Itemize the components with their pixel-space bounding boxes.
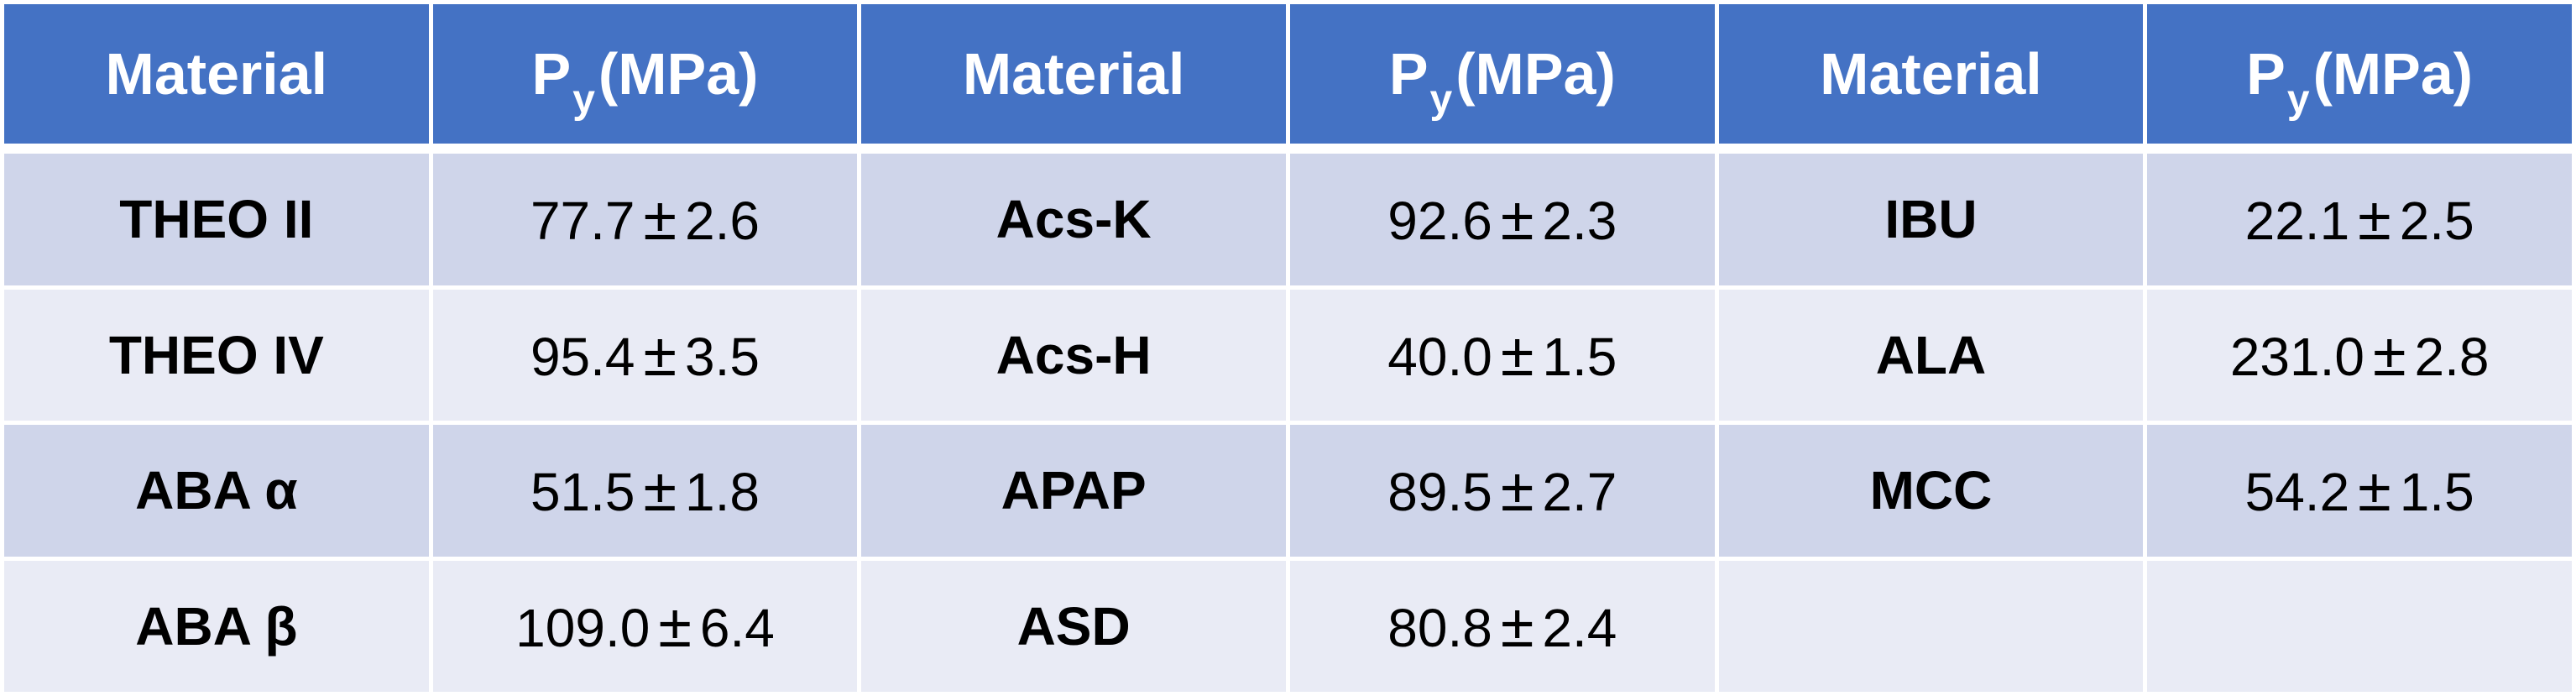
- py-error: 2.6: [685, 191, 760, 252]
- material-cell: Acs-H: [857, 285, 1290, 426]
- py-mean: 89.5: [1387, 462, 1492, 523]
- header-material-label: Material: [962, 41, 1185, 107]
- py-error: 2.7: [1542, 462, 1617, 523]
- py-error: 2.3: [1542, 191, 1617, 252]
- plus-minus-sign: ±: [2358, 457, 2391, 525]
- material-cell: Acs-K: [857, 146, 1290, 290]
- header-row: Material Py(MPa) Material Py(MPa) Materi…: [0, 0, 2576, 154]
- py-mean: 51.5: [530, 462, 635, 523]
- py-value-cell: 77.7 ±2.6: [428, 146, 862, 290]
- empty-material-cell: [1714, 556, 2148, 696]
- material-cell: ABA α: [0, 421, 433, 561]
- py-mean: 22.1: [2244, 191, 2350, 252]
- py-error: 2.4: [1542, 597, 1617, 658]
- plus-minus-sign: ±: [2358, 186, 2391, 254]
- table-row: ABA β 109.0 ±6.4 ASD 80.8 ±2.4: [0, 556, 2576, 696]
- py-error: 3.5: [685, 326, 760, 387]
- plus-minus-sign: ±: [2372, 321, 2406, 389]
- py-value-cell: 231.0 ±2.8: [2143, 285, 2576, 426]
- header-py-subscript: y: [572, 77, 595, 122]
- material-cell: ASD: [857, 556, 1290, 696]
- material-cell: ABA β: [0, 556, 433, 696]
- header-py-subscript: y: [1429, 77, 1453, 122]
- header-material-2: Material: [857, 0, 1290, 154]
- py-mean: 109.0: [515, 597, 651, 658]
- plus-minus-sign: ±: [1500, 321, 1534, 389]
- py-value-cell: 51.5 ±1.8: [428, 421, 862, 561]
- py-mean: 80.8: [1387, 597, 1492, 658]
- material-cell: THEO IV: [0, 285, 433, 426]
- header-py-unit: (MPa): [598, 41, 759, 107]
- py-value-cell: 22.1 ±2.5: [2143, 146, 2576, 290]
- header-material-3: Material: [1714, 0, 2148, 154]
- py-error: 1.5: [2399, 462, 2474, 523]
- header-material-1: Material: [0, 0, 433, 154]
- header-material-label: Material: [1820, 41, 2042, 107]
- table-row: THEO II 77.7 ±2.6 Acs-K 92.6 ±2.3 IBU 22.1…: [0, 146, 2576, 290]
- py-value-cell: 92.6 ±2.3: [1285, 146, 1719, 290]
- header-py-unit: (MPa): [1455, 41, 1616, 107]
- plus-minus-sign: ±: [1500, 592, 1534, 660]
- plus-minus-sign: ±: [643, 457, 677, 525]
- py-mean: 92.6: [1387, 191, 1492, 252]
- py-error: 1.8: [685, 462, 760, 523]
- material-cell: APAP: [857, 421, 1290, 561]
- py-mean: 95.4: [530, 326, 635, 387]
- header-py-3: Py(MPa): [2143, 0, 2576, 154]
- py-mean: 54.2: [2244, 462, 2350, 523]
- material-cell: THEO II: [0, 146, 433, 290]
- plus-minus-sign: ±: [643, 186, 677, 254]
- plus-minus-sign: ±: [643, 321, 677, 389]
- py-error: 2.8: [2414, 326, 2490, 387]
- py-mean: 77.7: [530, 191, 635, 252]
- py-value-cell: 54.2 ±1.5: [2143, 421, 2576, 561]
- py-mean: 40.0: [1387, 326, 1492, 387]
- header-py-symbol: P: [531, 41, 572, 107]
- py-value-cell: 109.0 ±6.4: [428, 556, 862, 696]
- py-value-cell: 80.8 ±2.4: [1285, 556, 1719, 696]
- py-value-cell: 89.5 ±2.7: [1285, 421, 1719, 561]
- plus-minus-sign: ±: [658, 592, 692, 660]
- py-value-cell: 95.4 ±3.5: [428, 285, 862, 426]
- header-py-symbol: P: [1388, 41, 1429, 107]
- empty-py-value-cell: [2143, 556, 2576, 696]
- header-py-1: Py(MPa): [428, 0, 862, 154]
- header-py-2: Py(MPa): [1285, 0, 1719, 154]
- material-cell: MCC: [1714, 421, 2148, 561]
- material-cell: IBU: [1714, 146, 2148, 290]
- material-cell: ALA: [1714, 285, 2148, 426]
- header-py-symbol: P: [2246, 41, 2286, 107]
- py-error: 6.4: [699, 597, 775, 658]
- py-error: 1.5: [1542, 326, 1617, 387]
- py-error: 2.5: [2399, 191, 2474, 252]
- header-py-subscript: y: [2286, 77, 2310, 122]
- py-mean: 231.0: [2229, 326, 2364, 387]
- table-row: THEO IV 95.4 ±3.5 Acs-H 40.0 ±1.5 ALA 231.…: [0, 285, 2576, 426]
- plus-minus-sign: ±: [1500, 186, 1534, 254]
- table-row: ABA α 51.5 ±1.8 APAP 89.5 ±2.7 MCC 54.2 ±1.…: [0, 421, 2576, 561]
- header-py-unit: (MPa): [2312, 41, 2474, 107]
- py-value-cell: 40.0 ±1.5: [1285, 285, 1719, 426]
- header-material-label: Material: [105, 41, 328, 107]
- plus-minus-sign: ±: [1500, 457, 1534, 525]
